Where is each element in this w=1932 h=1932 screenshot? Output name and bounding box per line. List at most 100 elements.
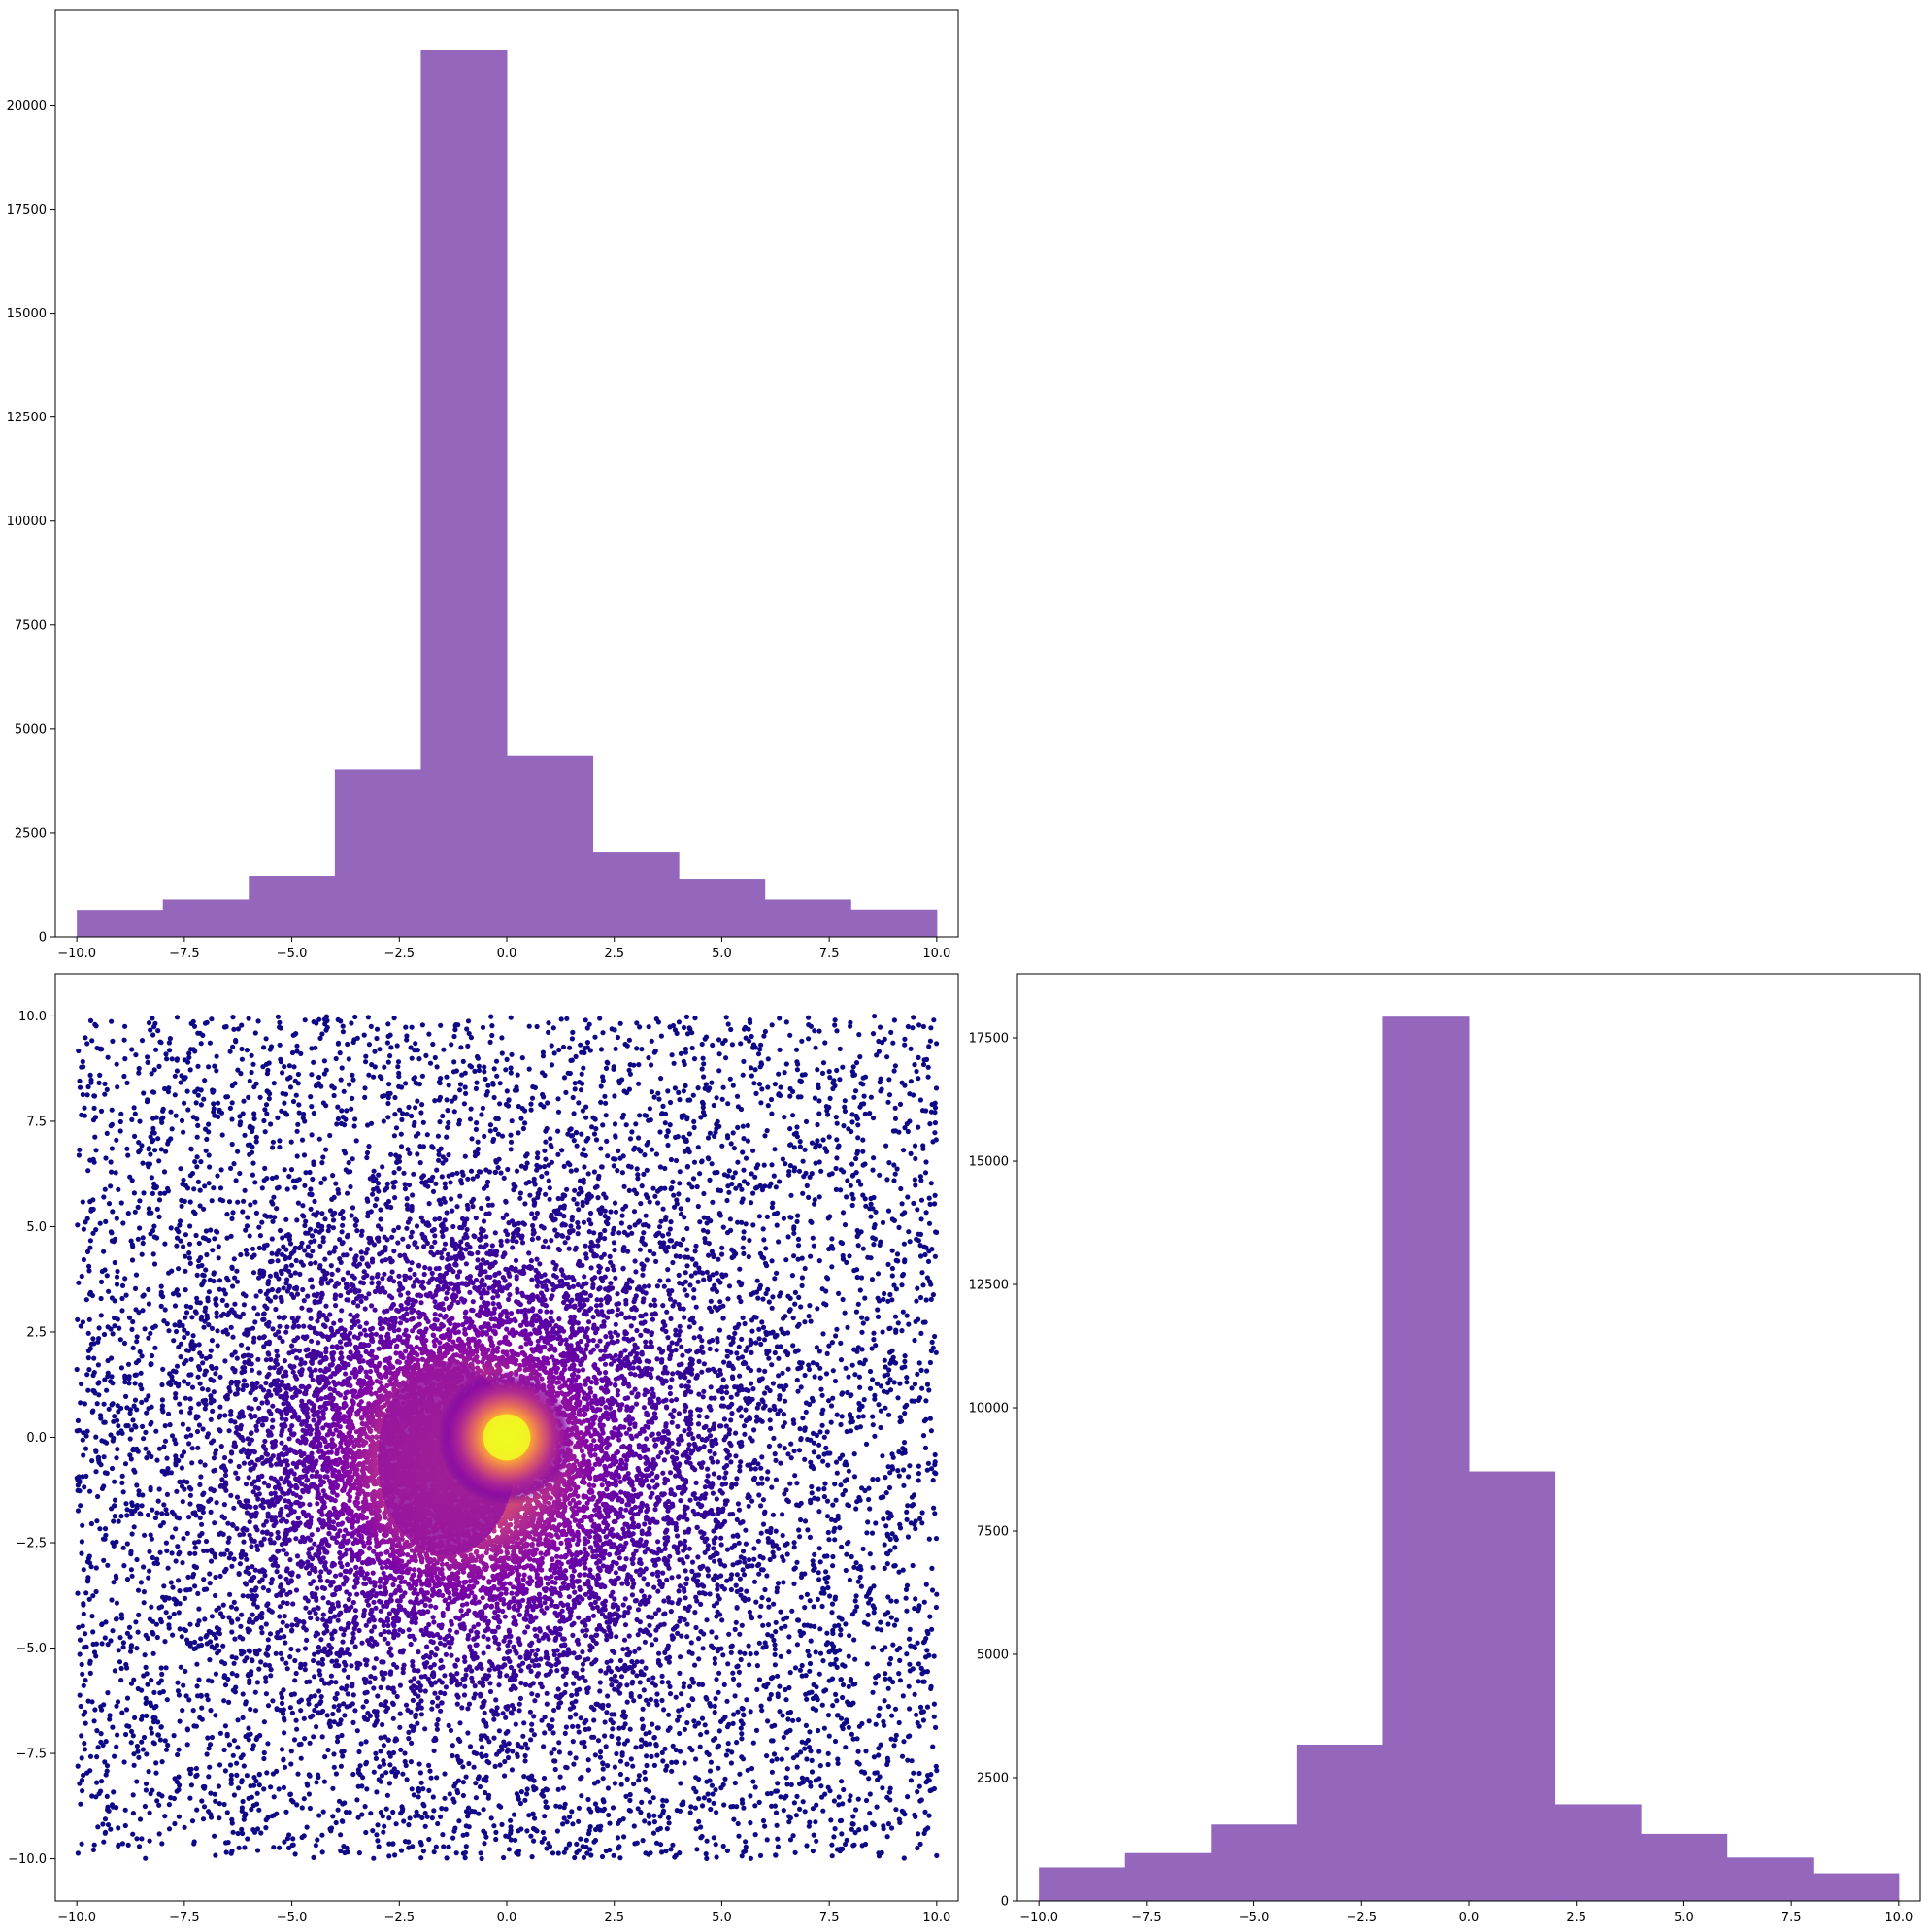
scatter-point	[89, 1521, 94, 1526]
scatter-point	[105, 1273, 110, 1278]
scatter-point	[179, 1665, 183, 1670]
scatter-point	[859, 1769, 864, 1774]
scatter-point	[725, 1661, 730, 1666]
scatter-point	[196, 1180, 201, 1184]
scatter-point	[228, 1106, 233, 1111]
scatter-point	[766, 1356, 771, 1361]
scatter-point	[541, 1830, 546, 1835]
scatter-point	[392, 1112, 397, 1116]
scatter-points	[75, 1014, 940, 1861]
scatter-point	[588, 1824, 593, 1829]
scatter-point	[210, 1326, 215, 1331]
scatter-point	[806, 1016, 811, 1020]
scatter-point	[701, 1191, 706, 1196]
scatter-point	[123, 1732, 128, 1737]
scatter-point	[816, 1749, 821, 1754]
scatter-point	[188, 1305, 193, 1310]
scatter-point	[146, 1060, 150, 1065]
scatter-point	[237, 1171, 242, 1176]
scatter-point	[809, 1639, 814, 1644]
scatter-point	[479, 1752, 483, 1757]
scatter-point	[136, 1588, 141, 1593]
scatter-point	[670, 1052, 675, 1057]
scatter-point	[802, 1457, 807, 1462]
scatter-point	[845, 1429, 849, 1434]
scatter-point	[94, 1754, 99, 1759]
scatter-point	[725, 1183, 730, 1188]
scatter-point	[556, 1048, 561, 1052]
scatter-point	[847, 1654, 851, 1659]
scatter-point	[133, 1398, 138, 1403]
scatter-point	[700, 1066, 705, 1071]
scatter-point	[816, 1085, 821, 1090]
scatter-point	[250, 1657, 254, 1662]
scatter-point	[818, 1376, 823, 1381]
scatter-point	[771, 1513, 776, 1517]
scatter-point	[790, 1089, 795, 1094]
scatter-point	[559, 1016, 564, 1021]
scatter-point	[791, 1567, 796, 1572]
scatter-point	[195, 1123, 200, 1128]
scatter-point	[336, 1042, 341, 1047]
scatter-point	[856, 1345, 861, 1349]
scatter-point	[146, 1336, 150, 1341]
scatter-point	[637, 1113, 642, 1117]
scatter-point	[213, 1853, 217, 1858]
scatter-point	[505, 1088, 510, 1093]
scatter-point	[717, 1051, 722, 1056]
scatter-point	[749, 1709, 753, 1714]
scatter-point	[332, 1093, 337, 1098]
scatter-point	[499, 1822, 504, 1827]
scatter-point	[701, 1074, 706, 1079]
scatter-point	[141, 1436, 146, 1441]
scatter-point	[121, 1563, 126, 1568]
scatter-point	[932, 1334, 937, 1339]
scatter-point	[890, 1643, 895, 1648]
scatter-point	[99, 1047, 104, 1051]
scatter-point	[489, 1815, 494, 1820]
scatter-point	[91, 1207, 96, 1212]
scatter-point	[820, 1586, 825, 1591]
scatter-point	[816, 1443, 821, 1448]
scatter-point	[741, 1059, 746, 1064]
scatter-point	[283, 1810, 288, 1815]
scatter-point	[683, 1050, 688, 1055]
scatter-point	[261, 1247, 266, 1251]
scatter-point	[617, 1081, 622, 1085]
scatter-point	[178, 1239, 183, 1244]
scatter-point	[407, 1151, 412, 1156]
scatter-point	[562, 1815, 567, 1820]
scatter-point	[227, 1199, 232, 1204]
scatter-point	[155, 1136, 160, 1141]
scatter-point	[687, 1746, 692, 1750]
scatter-point	[215, 1173, 219, 1178]
scatter-point	[770, 1306, 775, 1311]
scatter-point	[806, 1036, 811, 1041]
scatter-point	[894, 1617, 899, 1622]
scatter-point	[76, 1764, 81, 1769]
histogram-x-bars	[77, 50, 937, 937]
scatter-point	[807, 1367, 812, 1372]
scatter-point	[392, 1016, 397, 1020]
scatter-point	[302, 1796, 307, 1801]
scatter-point	[807, 1303, 812, 1308]
scatter-point	[598, 1100, 603, 1105]
scatter-point	[128, 1549, 133, 1554]
scatter-point	[893, 1106, 898, 1111]
scatter-point	[322, 1071, 327, 1076]
scatter-point	[742, 1179, 747, 1183]
histogram-x-ytick-label: 12500	[7, 411, 47, 425]
scatter-point	[210, 1338, 215, 1343]
scatter-point	[686, 1703, 691, 1708]
scatter-point	[669, 1760, 674, 1765]
scatter-point	[282, 1064, 286, 1069]
scatter-point	[816, 1728, 820, 1733]
scatter-point	[802, 1623, 807, 1628]
scatter-point	[410, 1056, 415, 1061]
scatter-point	[898, 1186, 903, 1191]
scatter-point	[600, 1030, 605, 1035]
scatter-point	[227, 1742, 232, 1747]
scatter-point	[206, 1122, 211, 1127]
scatter-point	[761, 1237, 766, 1242]
scatter-point	[776, 1845, 781, 1849]
